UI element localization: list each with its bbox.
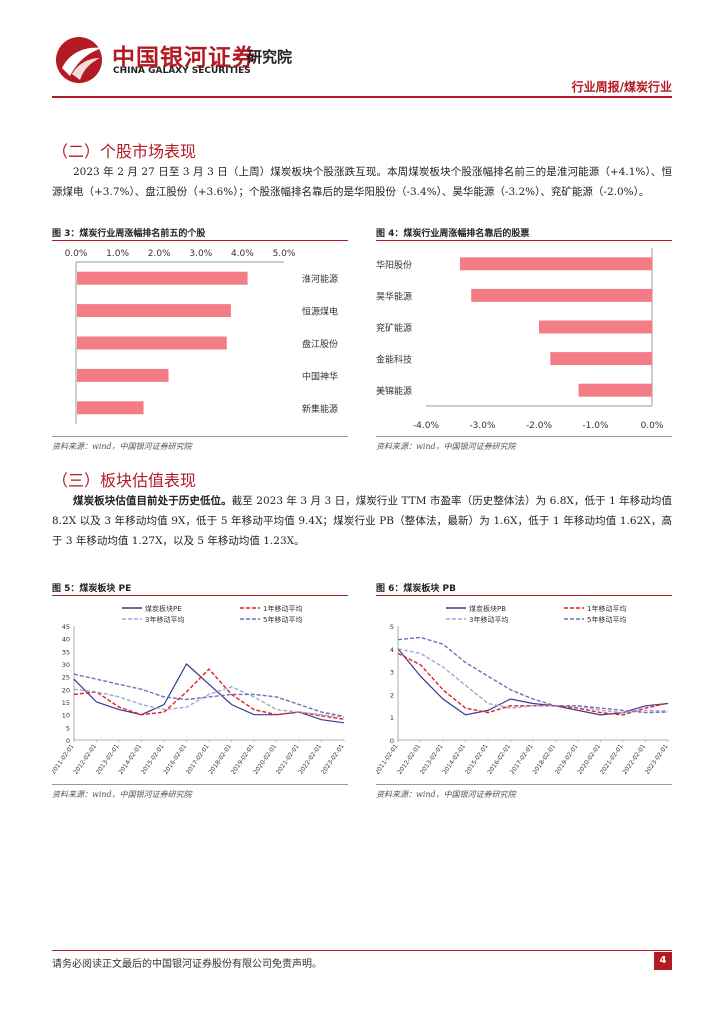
figure-6-rule [376, 595, 672, 596]
figure-4-rule [376, 240, 672, 241]
x-tick-label: -1.0% [582, 421, 609, 431]
valuation-lead: 煤炭板块估值目前处于历史低位。 [73, 495, 232, 507]
series-line [73, 686, 345, 718]
bar [77, 271, 248, 285]
y-tick-label: 30 [62, 661, 70, 669]
x-tick-label: 0.0% [641, 421, 664, 431]
x-tick-label: 5.0% [273, 249, 296, 259]
y-tick-label: 35 [62, 648, 70, 656]
figure-5-title: 图 5：煤炭板块 PE [52, 584, 132, 594]
figure-4-source: 资料来源：wind，中国银河证券研究院 [376, 442, 516, 451]
category-label: 中国神华 [302, 370, 338, 382]
galaxy-logo-icon [56, 37, 102, 83]
legend-label: 1年移动平均 [263, 604, 302, 613]
document-type: 行业周报/煤炭行业 [571, 80, 672, 94]
x-tick-label: 0.0% [65, 249, 88, 259]
bar [550, 352, 652, 366]
x-tick-label: -2.0% [526, 421, 553, 431]
y-tick-label: 1 [390, 714, 394, 722]
legend-label: 煤炭板块PE [145, 604, 182, 613]
series-line [397, 648, 669, 714]
figure-5-line-chart: 0510152025303540452011-02-012012-02-0120… [52, 604, 346, 776]
bar [77, 336, 227, 350]
bar [471, 288, 652, 302]
bar [77, 304, 231, 318]
figure-4-bottom-rule [376, 436, 672, 437]
section-paragraph-valuation: 煤炭板块估值目前处于历史低位。截至 2023 年 3 月 3 日，煤炭行业 TT… [52, 491, 672, 551]
category-label: 华阳股份 [376, 259, 412, 271]
x-tick-label: 4.0% [231, 249, 254, 259]
figure-3-bottom-rule [52, 436, 348, 437]
figure-4-bar-chart: -4.0% -3.0% -2.0% -1.0% 0.0% 华阳股份昊华能源兖矿能源金能科技… [376, 248, 664, 431]
valuation-body: 截至 2023 年 3 月 3 日，煤炭行业 TTM 市盈率（历史整体法）为 6… [52, 495, 672, 547]
legend-label: 1年移动平均 [587, 604, 626, 613]
legend-label: 5年移动平均 [263, 615, 302, 624]
category-label: 新集能源 [302, 403, 338, 415]
figure-3-source: 资料来源：wind，中国银河证券研究院 [52, 442, 192, 451]
figure-5-bottom-rule [52, 784, 348, 785]
figure-5-rule [52, 595, 348, 596]
x-tick-label: 1.0% [106, 249, 129, 259]
figure-3-rule [52, 240, 348, 241]
figure-6-source: 资料来源：wind，中国银河证券研究院 [376, 790, 516, 799]
page-number: 4 [654, 952, 672, 970]
x-tick-label: 2.0% [148, 249, 171, 259]
series-line [397, 648, 669, 716]
y-tick-label: 0 [390, 737, 394, 745]
category-label: 兖矿能源 [376, 322, 412, 334]
section-paragraph-stocks: 2023 年 2 月 27 日至 3 月 3 日（上周）煤炭板块个股涨跌互现。本… [52, 166, 672, 198]
series-line [73, 673, 345, 717]
figure-3-title: 图 3：煤炭行业周涨幅排名前五的个股 [52, 229, 206, 239]
figure-6-line-chart: 0123452011-02-012012-02-012013-02-012014… [376, 604, 670, 776]
y-tick-label: 20 [62, 686, 70, 694]
y-tick-label: 5 [390, 623, 394, 631]
bar [539, 320, 652, 334]
bar [77, 401, 144, 415]
category-label: 金能科技 [376, 354, 412, 366]
footer-disclaimer: 请务必阅读正文最后的中国银河证券股份有限公司免责声明。 [52, 959, 322, 970]
legend-label: 3年移动平均 [145, 615, 184, 624]
footer-divider [52, 950, 672, 951]
figure-3-bar-chart: 0.0% 1.0% 2.0% 3.0% 4.0% 5.0% 淮河能源恒源煤电盘江股份中国神华… [65, 249, 338, 424]
category-label: 昊华能源 [376, 290, 412, 302]
series-line [397, 636, 669, 714]
figure-6-title: 图 6：煤炭板块 PB [376, 584, 456, 594]
bar [578, 383, 652, 397]
y-tick-label: 5 [66, 724, 70, 732]
figure-4-title: 图 4：煤炭行业周涨幅排名靠后的股票 [376, 229, 530, 239]
brand-name-en: CHINA GALAXY SECURITIES [113, 66, 251, 76]
figure-6-bottom-rule [376, 784, 672, 785]
category-label: 淮河能源 [302, 273, 338, 285]
y-tick-label: 15 [62, 699, 70, 707]
category-label: 恒源煤电 [302, 306, 338, 318]
legend-label: 5年移动平均 [587, 615, 626, 624]
y-tick-label: 4 [390, 646, 394, 654]
x-tick-label: -4.0% [413, 421, 440, 431]
x-tick-label: -3.0% [469, 421, 496, 431]
x-tick-label: 2023-02-01 [644, 743, 670, 776]
x-tick-label: 3.0% [189, 249, 212, 259]
category-label: 盘江股份 [302, 338, 338, 350]
header-divider [52, 96, 672, 98]
legend-label: 煤炭板块PB [469, 604, 506, 613]
y-tick-label: 45 [62, 623, 70, 631]
series-line [73, 663, 345, 724]
y-tick-label: 3 [390, 669, 394, 677]
category-label: 美锦能源 [376, 385, 412, 397]
institute-label: 研究院 [247, 48, 293, 66]
y-tick-label: 40 [62, 636, 70, 644]
brand-name-cn: 中国银河证券 [112, 45, 256, 71]
x-tick-label: 2023-02-01 [320, 743, 346, 776]
y-tick-label: 10 [62, 712, 70, 720]
figure-5-source: 资料来源：wind，中国银河证券研究院 [52, 790, 192, 799]
section-title-stocks: （二）个股市场表现 [52, 142, 197, 161]
legend-label: 3年移动平均 [469, 615, 508, 624]
y-tick-label: 0 [66, 737, 70, 745]
y-tick-label: 2 [390, 691, 394, 699]
bar [459, 257, 652, 271]
y-tick-label: 25 [62, 674, 70, 682]
bar [77, 368, 169, 382]
section-title-valuation: （三）板块估值表现 [52, 471, 197, 490]
